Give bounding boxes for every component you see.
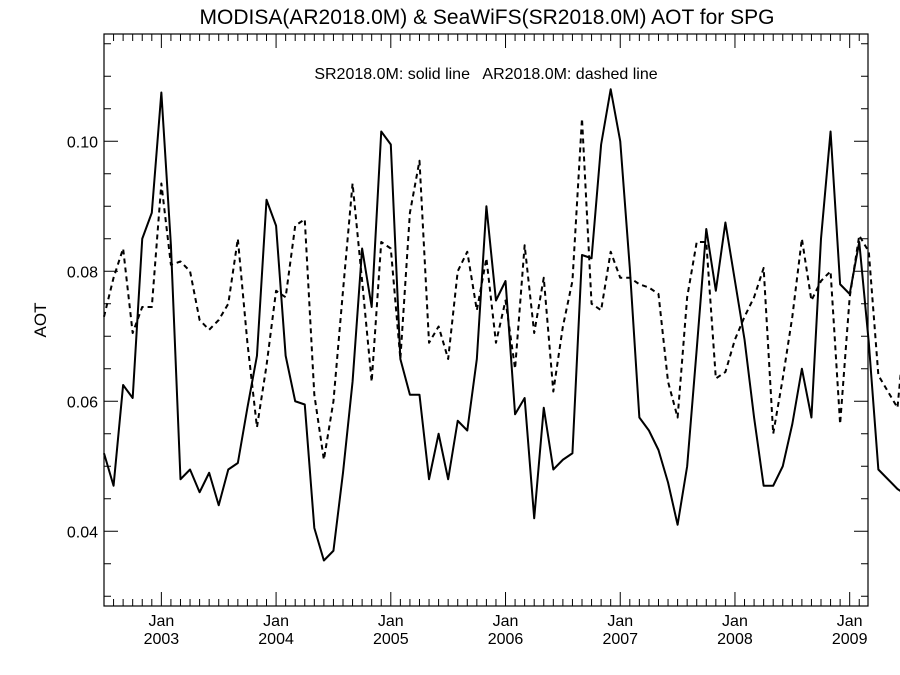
series-line-sr2018-0m [103,88,900,562]
x-tick-label-year: 2003 [144,631,180,648]
x-tick-label-year: 2009 [832,631,868,648]
x-tick-label-year: 2004 [258,631,294,648]
y-axis-label: AOT [31,303,50,338]
x-axis: Jan2003Jan2004Jan2005Jan2006Jan2007Jan20… [103,34,868,648]
x-tick-label-month: Jan [148,613,174,630]
chart-annotation: SR2018.0M: solid line AR2018.0M: dashed … [314,66,657,83]
series-group [103,88,900,562]
x-tick-label-month: Jan [493,613,519,630]
y-tick-label: 0.08 [67,264,98,281]
x-tick-label-month: Jan [263,613,289,630]
x-tick-label-year: 2007 [602,631,638,648]
y-tick-label: 0.10 [67,134,98,151]
series-line-ar2018-0m [103,117,900,461]
x-tick-label-year: 2006 [488,631,524,648]
x-tick-label-year: 2005 [373,631,409,648]
y-tick-label: 0.04 [67,524,98,541]
y-axis: 0.04 0.06 0.08 0.10 [67,43,868,597]
x-tick-label-month: Jan [607,613,633,630]
x-tick-label-month: Jan [378,613,404,630]
chart-title: MODISA(AR2018.0M) & SeaWiFS(SR2018.0M) A… [200,6,775,29]
x-tick-label-month: Jan [722,613,748,630]
y-tick-label: 0.06 [67,394,98,411]
x-tick-label-year: 2008 [717,631,753,648]
x-tick-label-month: Jan [837,613,863,630]
